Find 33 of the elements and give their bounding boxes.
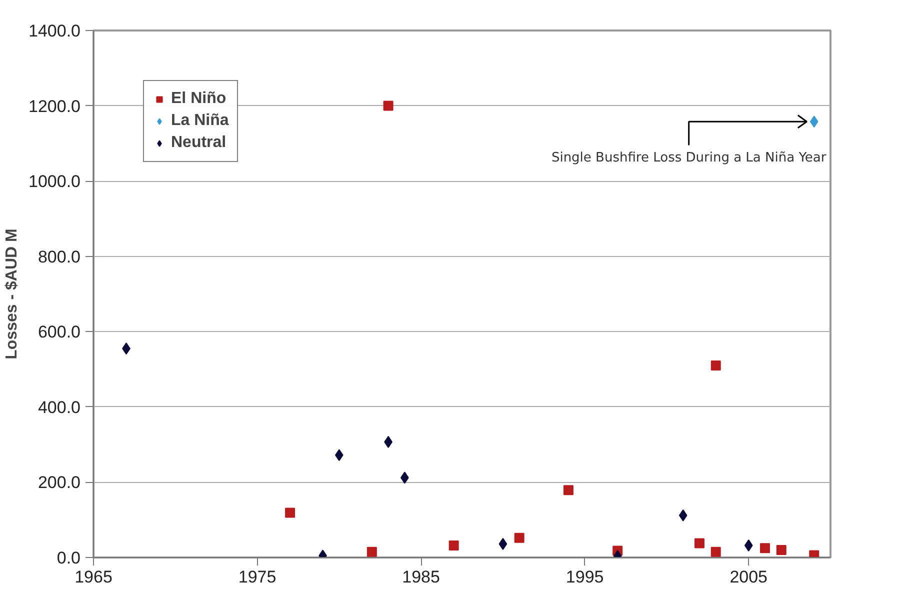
point	[498, 538, 508, 550]
x-tick-label: 1975	[238, 568, 276, 586]
point	[810, 116, 818, 128]
x-tick-label: 1965	[74, 568, 112, 586]
point	[448, 540, 459, 550]
legend-label: El Niño	[171, 90, 226, 108]
y-tick-label: 800.0	[38, 247, 81, 266]
y-tick-label: 1200.0	[28, 96, 81, 116]
y-tick-label: 1400.0	[28, 22, 81, 40]
point	[514, 532, 524, 543]
y-tick-label: 0.0	[56, 548, 81, 568]
point	[694, 538, 704, 548]
legend-label: La Niña	[171, 112, 229, 130]
point	[366, 546, 377, 557]
x-tick-label: 1985	[402, 568, 440, 586]
point	[744, 539, 753, 552]
x-tick-label: 2005	[730, 568, 768, 586]
point	[776, 544, 786, 555]
annotation: Single Bushfire Loss During a La Niña Year	[551, 150, 827, 166]
y-tick-label: 200.0	[38, 473, 81, 492]
point	[563, 485, 574, 496]
point	[285, 508, 296, 518]
y-tick-label: 400.0	[38, 398, 81, 417]
point	[383, 100, 394, 111]
x-tick-label: 1995	[566, 568, 604, 586]
legend-label: Neutral	[171, 134, 226, 152]
point	[678, 509, 688, 522]
y-axis-title: Losses - $AUD M	[4, 228, 21, 360]
point	[710, 546, 721, 557]
y-tick-label: 1000.0	[28, 172, 81, 192]
point	[710, 360, 721, 371]
y-tick-label: 600.0	[38, 322, 81, 342]
point	[760, 543, 770, 554]
